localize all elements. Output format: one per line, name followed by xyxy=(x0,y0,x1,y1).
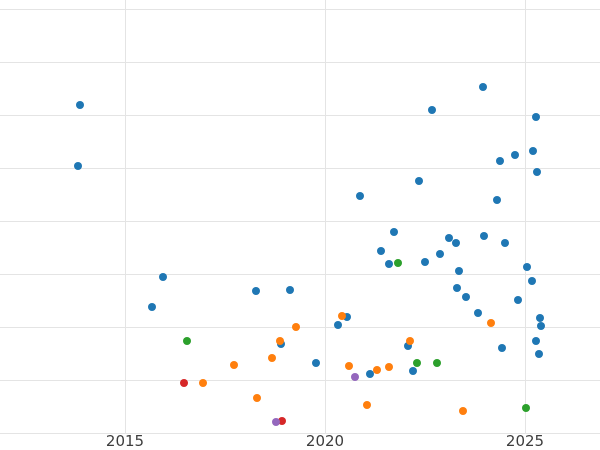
data-point-series-blue xyxy=(501,239,509,247)
data-point-series-blue xyxy=(535,350,543,358)
gridline-horizontal xyxy=(0,327,600,328)
data-point-series-blue xyxy=(409,367,417,375)
data-point-series-blue xyxy=(356,192,365,200)
x-axis-tick-label: 2015 xyxy=(105,432,145,450)
data-point-series-blue xyxy=(496,157,505,165)
data-point-series-blue xyxy=(453,284,461,292)
data-point-series-green xyxy=(522,404,531,412)
data-point-series-blue xyxy=(532,113,541,121)
data-point-series-orange xyxy=(459,407,467,415)
data-point-series-orange xyxy=(385,363,393,371)
data-point-series-orange xyxy=(199,379,207,387)
data-point-series-blue xyxy=(404,342,413,350)
data-point-series-blue xyxy=(415,177,423,185)
data-point-series-orange xyxy=(268,354,277,362)
data-point-series-orange xyxy=(253,394,261,402)
data-point-series-blue xyxy=(533,168,541,176)
data-point-series-blue xyxy=(514,296,523,304)
gridline-horizontal xyxy=(0,380,600,381)
data-point-series-orange xyxy=(406,337,415,345)
data-point-series-blue xyxy=(498,344,507,352)
gridline-vertical xyxy=(125,0,126,433)
data-point-series-blue xyxy=(537,322,545,330)
data-point-series-blue xyxy=(511,151,519,159)
data-point-series-blue xyxy=(452,239,461,247)
gridline-horizontal xyxy=(0,433,600,434)
data-point-series-blue xyxy=(252,287,261,295)
x-axis-tick-label: 2020 xyxy=(305,432,345,450)
data-point-series-blue xyxy=(159,273,167,281)
data-point-series-blue xyxy=(493,196,501,204)
gridline-horizontal xyxy=(0,9,600,10)
data-point-series-blue xyxy=(479,83,487,91)
data-point-series-blue xyxy=(334,321,343,329)
gridline-horizontal xyxy=(0,274,600,275)
data-point-series-blue xyxy=(523,263,531,271)
data-point-series-orange xyxy=(487,319,495,327)
data-point-series-orange xyxy=(338,312,347,320)
data-point-series-orange xyxy=(345,362,353,370)
data-point-series-green xyxy=(183,337,191,345)
data-point-series-blue xyxy=(366,370,375,378)
gridline-vertical xyxy=(525,0,526,433)
data-point-series-orange xyxy=(373,366,381,374)
data-point-series-blue xyxy=(445,234,453,242)
data-point-series-blue xyxy=(312,359,321,367)
data-point-series-blue xyxy=(74,162,83,170)
data-point-series-red xyxy=(278,417,287,425)
x-axis-tick-label: 2025 xyxy=(505,432,545,450)
data-point-series-orange xyxy=(276,337,285,345)
data-point-series-green xyxy=(433,359,441,367)
data-point-series-blue xyxy=(76,101,85,109)
data-point-series-orange xyxy=(230,361,239,369)
gridline-vertical xyxy=(325,0,326,433)
data-point-series-blue xyxy=(385,260,393,268)
data-point-series-blue xyxy=(480,232,489,240)
data-point-series-purple xyxy=(351,373,359,381)
data-point-series-orange xyxy=(363,401,371,409)
data-point-series-blue xyxy=(462,293,471,301)
gridline-horizontal xyxy=(0,221,600,222)
data-point-series-blue xyxy=(436,250,445,258)
gridline-horizontal xyxy=(0,115,600,116)
gridline-horizontal xyxy=(0,168,600,169)
data-point-series-blue xyxy=(474,309,483,317)
data-point-series-orange xyxy=(292,323,301,331)
data-point-series-red xyxy=(180,379,189,387)
data-point-series-green xyxy=(394,259,403,267)
data-point-series-blue xyxy=(377,247,385,255)
data-point-series-blue xyxy=(286,286,295,294)
data-point-series-blue xyxy=(343,313,351,321)
data-point-series-green xyxy=(413,359,421,367)
data-point-series-blue xyxy=(428,106,437,114)
gridline-horizontal xyxy=(0,62,600,63)
data-point-series-blue xyxy=(528,277,537,285)
data-point-series-blue xyxy=(532,337,541,345)
data-point-series-blue xyxy=(455,267,463,275)
data-point-series-blue xyxy=(529,147,537,155)
data-point-series-blue xyxy=(536,314,545,322)
data-point-series-blue xyxy=(390,228,399,236)
data-point-series-purple xyxy=(272,418,281,426)
data-point-series-blue xyxy=(421,258,429,266)
data-point-series-blue xyxy=(148,303,157,311)
